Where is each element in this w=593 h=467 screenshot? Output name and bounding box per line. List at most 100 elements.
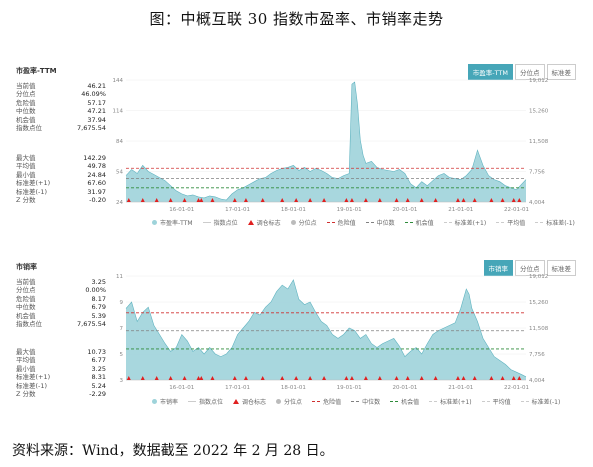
adjust-marker: [168, 198, 173, 202]
x-tick-label: 16-01-01: [169, 385, 194, 391]
tab-stddev[interactable]: 标准差: [546, 260, 576, 276]
adjust-marker: [322, 198, 327, 202]
x-tick-label: 21-01-01: [448, 385, 473, 391]
y-left-tick-label: 114: [113, 109, 124, 115]
tab-stddev[interactable]: 标准差: [546, 64, 576, 80]
legend-label: 平均值: [492, 399, 511, 406]
stat-row: 最大值 142.29: [16, 154, 106, 162]
legend-label: 中位数: [376, 220, 395, 227]
legend-item[interactable]: 指数点位: [188, 397, 223, 406]
adjust-marker: [182, 198, 187, 202]
stat-row: 最小值 3.25: [16, 364, 106, 373]
panel-title: 市销率: [16, 263, 37, 271]
legend-item[interactable]: 中位数: [351, 397, 380, 406]
stats-block-top: 当前值 46.21 分位点 46.09% 危险值 57.17 中位数 47.21 机会值…: [16, 82, 106, 132]
legend-item[interactable]: 标准差(-1): [520, 397, 560, 406]
adjust-marker: [419, 198, 424, 202]
adjust-marker: [243, 198, 248, 202]
legend-item[interactable]: 指数点位: [202, 218, 238, 227]
adjust-marker: [433, 376, 438, 380]
legend-item[interactable]: 机会值: [404, 218, 434, 227]
legend-item[interactable]: 平均值: [481, 397, 511, 406]
adjust-marker: [489, 376, 494, 380]
tab-pe[interactable]: 市盈率-TTM: [467, 64, 513, 80]
adjust-marker: [140, 198, 145, 202]
legend-swatch: [152, 220, 157, 225]
x-tick-label: 20-01-01: [392, 385, 417, 391]
adjust-marker: [363, 198, 368, 202]
stats-block-top: 当前值 3.25 分位点 0.00% 危险值 8.17 中位数 6.79 机会值 5.39…: [16, 278, 106, 328]
x-tick-label: 19-01-01: [337, 207, 362, 213]
legend-swatch: [247, 220, 254, 225]
tab-percentile[interactable]: 分位点: [515, 64, 545, 80]
legend-label: 分位点: [284, 399, 303, 406]
adjust-marker: [363, 376, 368, 380]
legend-item[interactable]: 平均值: [496, 218, 525, 227]
x-tick-label: 22-01-01: [504, 385, 529, 391]
legend-label: 标准差(+1): [454, 220, 487, 227]
legend-swatch: [290, 220, 296, 225]
adjust-marker: [154, 198, 159, 202]
legend-swatch: [276, 399, 282, 404]
legend-swatch: [496, 222, 505, 223]
adjust-marker: [461, 198, 466, 202]
legend-item[interactable]: 危险值: [326, 218, 356, 227]
x-tick-label: 20-01-01: [392, 207, 417, 213]
stat-row: 危险值 8.17: [16, 294, 106, 303]
adjust-marker: [210, 376, 215, 380]
pe-panel: 市盈率-TTM 市盈率-TTM 分位点 标准差 当前值 46.21 分位点 46.0…: [12, 62, 582, 234]
adjust-marker: [294, 376, 299, 380]
legend-item[interactable]: 机会值: [390, 397, 419, 406]
adjust-marker: [433, 198, 438, 202]
adjust-marker: [405, 198, 410, 202]
legend-item[interactable]: 调仓标志: [247, 218, 281, 227]
legend-label: 机会值: [415, 220, 434, 227]
adjust-marker: [394, 376, 399, 380]
adjust-marker: [455, 376, 460, 380]
stat-row: 标准差(+1) 8.31: [16, 373, 106, 382]
y-left-tick-label: 11: [116, 274, 123, 280]
adjust-marker: [377, 376, 382, 380]
adjust-marker: [517, 198, 522, 202]
adjust-marker: [349, 198, 354, 202]
legend-swatch: [481, 401, 490, 402]
adjust-marker: [322, 376, 327, 380]
legend-label: 中位数: [362, 399, 381, 406]
adjust-marker: [344, 198, 349, 202]
legend-item[interactable]: 危险值: [312, 397, 341, 406]
legend-label: 指数点位: [199, 399, 224, 406]
adjust-marker: [500, 198, 505, 202]
legend-label: 指数点位: [213, 220, 238, 227]
legend-item[interactable]: 调仓标志: [233, 397, 266, 406]
stat-row: Z 分数 -0.20: [16, 195, 106, 204]
y-right-tick-label: 11,508: [529, 139, 549, 145]
tab-percentile[interactable]: 分位点: [515, 260, 545, 276]
x-tick-label: 18-01-01: [281, 385, 306, 391]
stat-row: 危险值 57.17: [16, 98, 106, 107]
legend-swatch: [429, 401, 438, 402]
y-right-tick-label: 7,756: [529, 352, 545, 358]
legend-swatch: [202, 222, 211, 223]
legend-item[interactable]: 标准差(+1): [429, 397, 472, 406]
legend-swatch: [326, 222, 335, 223]
area-series: [126, 279, 526, 380]
legend-item[interactable]: 标准差(+1): [443, 218, 487, 227]
legend-label: 平均值: [507, 220, 526, 227]
x-tick-label: 18-01-01: [281, 207, 306, 213]
legend-item[interactable]: 中位数: [365, 218, 395, 227]
tab-ps[interactable]: 市销率: [483, 260, 513, 276]
adjust-marker: [196, 198, 201, 202]
stat-row: 平均值 49.78: [16, 162, 106, 171]
page-title: 图：中概互联 30 指数市盈率、市销率走势: [149, 10, 444, 28]
legend-item[interactable]: 分位点: [290, 218, 317, 227]
footer-source-note: 资料来源：Wind，数据截至 2022 年 2 月 28 日。: [12, 443, 334, 459]
legend-item[interactable]: 分位点: [276, 397, 302, 406]
legend-item[interactable]: 市盈率-TTM: [152, 218, 193, 227]
legend-label: 机会值: [401, 399, 420, 406]
adjust-marker: [472, 198, 477, 202]
ps-panel: 市销率 市销率 分位点 标准差 当前值 3.25 分位点 0.00% 危险值 8.17…: [12, 258, 582, 408]
legend-item[interactable]: 市销率: [152, 397, 178, 406]
adjust-marker: [260, 376, 265, 380]
legend-label: 标准差(+1): [440, 399, 472, 406]
legend-item[interactable]: 标准差(-1): [535, 218, 575, 227]
